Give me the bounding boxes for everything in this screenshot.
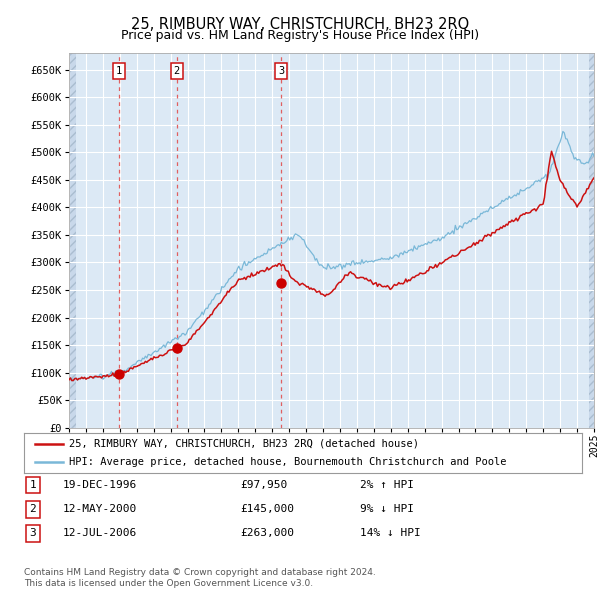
Text: 12-MAY-2000: 12-MAY-2000 xyxy=(63,504,137,514)
Text: 19-DEC-1996: 19-DEC-1996 xyxy=(63,480,137,490)
Text: £97,950: £97,950 xyxy=(240,480,287,490)
Text: HPI: Average price, detached house, Bournemouth Christchurch and Poole: HPI: Average price, detached house, Bour… xyxy=(68,457,506,467)
Text: 12-JUL-2006: 12-JUL-2006 xyxy=(63,529,137,538)
Bar xyxy=(69,53,76,428)
Bar xyxy=(589,53,594,428)
Text: 2% ↑ HPI: 2% ↑ HPI xyxy=(360,480,414,490)
Text: 14% ↓ HPI: 14% ↓ HPI xyxy=(360,529,421,538)
Text: Price paid vs. HM Land Registry's House Price Index (HPI): Price paid vs. HM Land Registry's House … xyxy=(121,30,479,42)
Text: £145,000: £145,000 xyxy=(240,504,294,514)
Text: 3: 3 xyxy=(29,529,37,538)
Text: 25, RIMBURY WAY, CHRISTCHURCH, BH23 2RQ (detached house): 25, RIMBURY WAY, CHRISTCHURCH, BH23 2RQ … xyxy=(68,439,419,449)
Text: 1: 1 xyxy=(116,65,122,76)
Text: 2: 2 xyxy=(29,504,37,514)
Text: 9% ↓ HPI: 9% ↓ HPI xyxy=(360,504,414,514)
Text: Contains HM Land Registry data © Crown copyright and database right 2024.
This d: Contains HM Land Registry data © Crown c… xyxy=(24,568,376,588)
Text: 3: 3 xyxy=(278,65,284,76)
Text: £263,000: £263,000 xyxy=(240,529,294,538)
Text: 2: 2 xyxy=(173,65,180,76)
Text: 1: 1 xyxy=(29,480,37,490)
Text: 25, RIMBURY WAY, CHRISTCHURCH, BH23 2RQ: 25, RIMBURY WAY, CHRISTCHURCH, BH23 2RQ xyxy=(131,17,469,31)
